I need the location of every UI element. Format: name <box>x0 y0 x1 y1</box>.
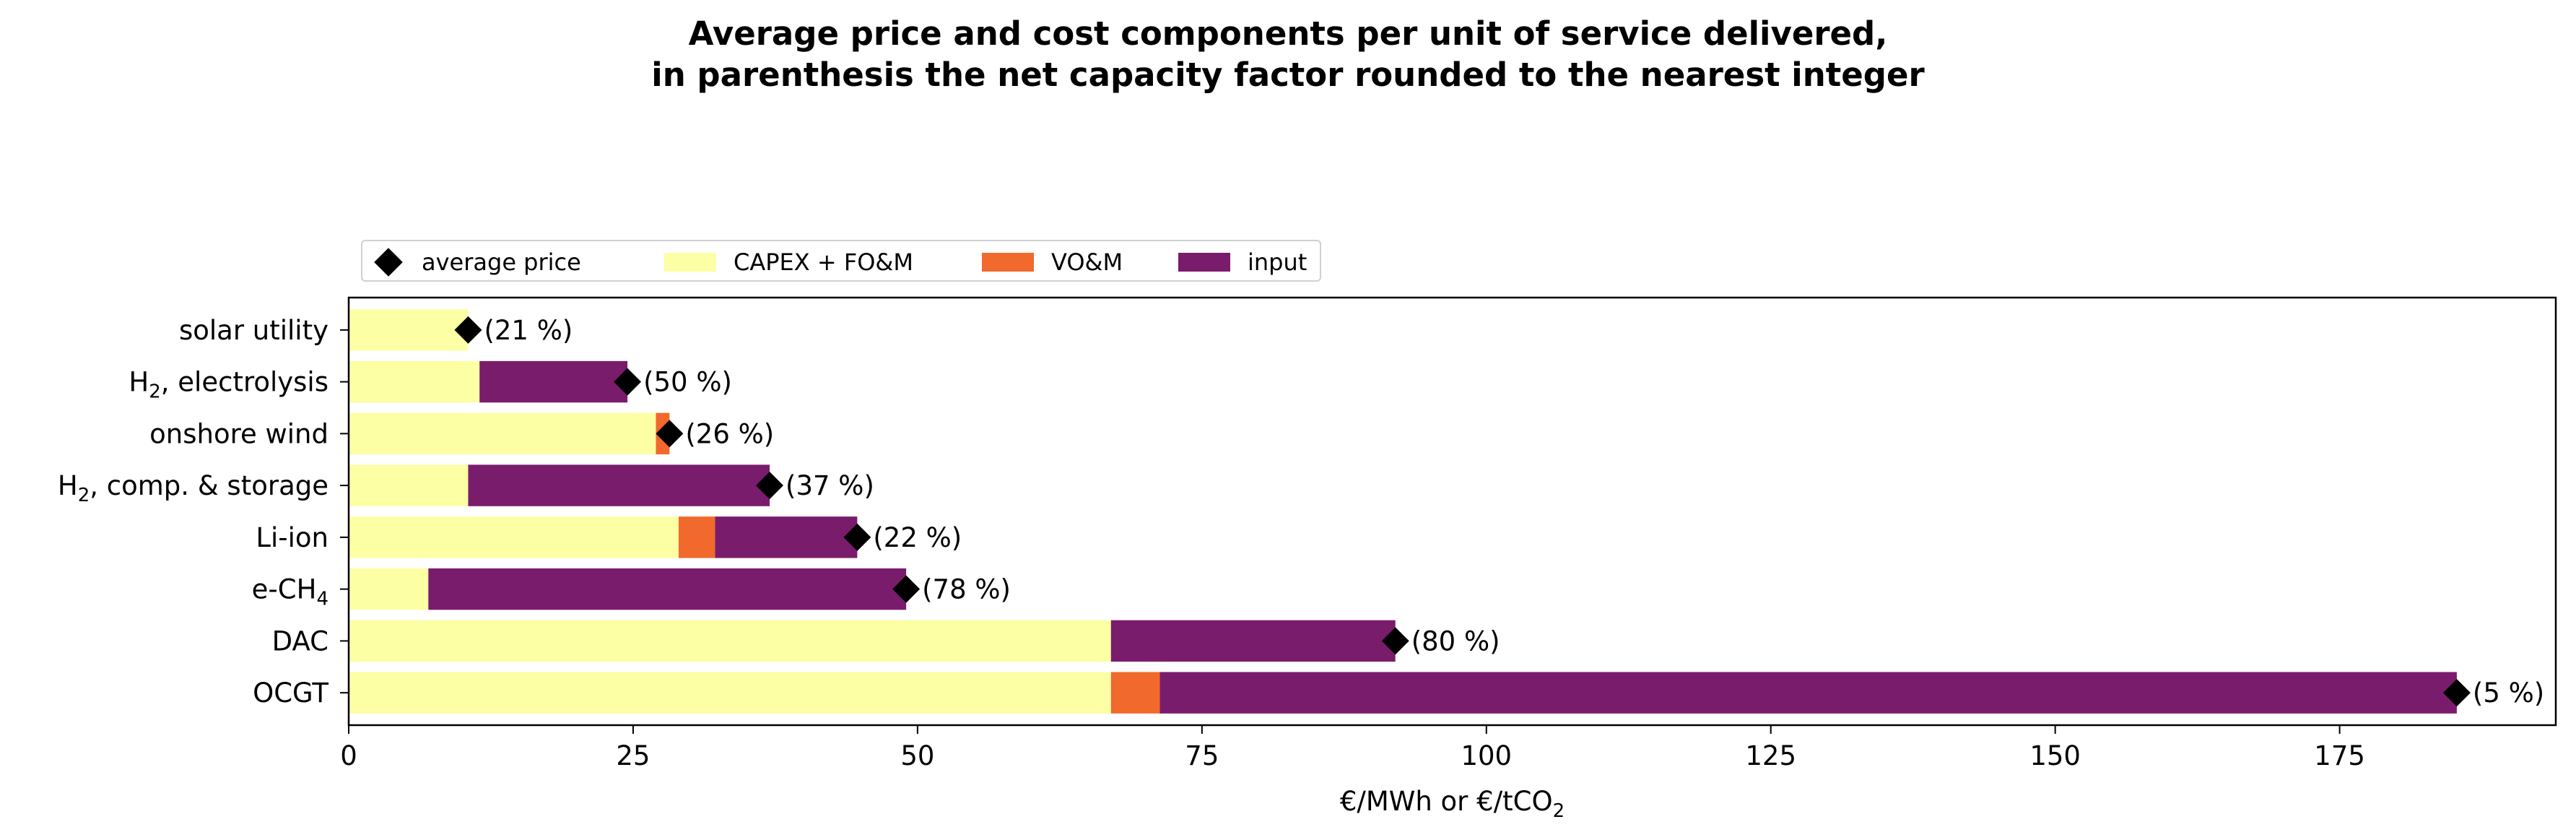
x-tick-label-4: 100 <box>1461 740 1512 771</box>
x-tick-label-2: 50 <box>900 740 934 771</box>
x-tick-label-5: 125 <box>1745 740 1796 771</box>
capacity-factor-label-6: (80 %) <box>1411 625 1500 657</box>
capacity-factor-label-1: (50 %) <box>643 367 732 398</box>
capacity-factor-label-3: (37 %) <box>786 470 874 501</box>
bar-input-1 <box>479 360 628 403</box>
y-tick-label-3: H2, comp. & storage <box>58 470 328 506</box>
y-tick-label-7: OCGT <box>253 677 328 709</box>
legend-item-capex: CAPEX + FO&M <box>664 241 913 283</box>
legend-label-vom: VO&M <box>1051 248 1123 276</box>
bar-capex-fo-m-2 <box>349 412 656 455</box>
legend-swatch-vom <box>982 253 1034 272</box>
legend-swatch-input <box>1178 253 1230 272</box>
bar-vo-m-4 <box>678 516 715 558</box>
capacity-factor-label-7: (5 %) <box>2473 677 2544 709</box>
legend-label-capex: CAPEX + FO&M <box>734 248 913 276</box>
capacity-factor-label-5: (78 %) <box>922 574 1011 605</box>
x-axis-label: €/MWh or €/tCO2 <box>1340 786 1565 822</box>
capacity-factor-label-4: (22 %) <box>873 522 962 553</box>
x-tick-label-0: 0 <box>340 740 357 771</box>
bar-input-4 <box>715 516 858 558</box>
y-tick-label-6: DAC <box>272 625 328 657</box>
average-price-marker-0 <box>454 316 482 344</box>
x-tick-label-6: 150 <box>2029 740 2081 771</box>
average-price-marker-3 <box>756 472 784 500</box>
average-price-marker-2 <box>656 420 684 448</box>
bar-input-3 <box>468 464 770 506</box>
bar-vo-m-7 <box>1110 672 1160 714</box>
bar-capex-fo-m-4 <box>349 516 679 558</box>
average-price-marker-5 <box>892 575 921 603</box>
legend-item-vom: VO&M <box>982 241 1123 283</box>
plot-frame <box>347 296 2557 727</box>
x-tick-label-3: 75 <box>1185 740 1219 771</box>
legend: average price CAPEX + FO&M VO&M input <box>361 240 1321 282</box>
bar-input-7 <box>1159 672 2457 714</box>
x-tick-label-7: 175 <box>2314 740 2365 771</box>
y-tick-label-2: onshore wind <box>149 418 328 449</box>
bar-capex-fo-m-0 <box>349 309 469 351</box>
legend-item-input: input <box>1178 241 1307 283</box>
y-tick-label-5: e-CH4 <box>252 574 328 610</box>
average-price-marker-4 <box>843 523 871 551</box>
x-tick-label-1: 25 <box>616 740 650 771</box>
average-price-marker-7 <box>2442 679 2471 707</box>
average-price-marker-1 <box>614 368 642 396</box>
legend-label-average-price: average price <box>422 248 581 276</box>
legend-label-input: input <box>1248 248 1307 276</box>
bar-input-5 <box>428 568 907 610</box>
chart-title-line-2: in parenthesis the net capacity factor r… <box>651 56 1925 94</box>
capacity-factor-label-0: (21 %) <box>484 315 573 346</box>
y-tick-label-4: Li-ion <box>256 522 328 553</box>
average-price-marker-6 <box>1381 627 1409 655</box>
bar-capex-fo-m-1 <box>349 360 480 403</box>
legend-swatch-capex <box>664 253 716 272</box>
chart-title-line-1: Average price and cost components per un… <box>688 14 1888 53</box>
y-tick-label-0: solar utility <box>179 315 328 346</box>
bar-capex-fo-m-6 <box>349 620 1111 662</box>
bar-capex-fo-m-7 <box>349 672 1111 714</box>
chart-title: Average price and cost components per un… <box>0 13 2576 95</box>
bar-capex-fo-m-3 <box>349 464 469 506</box>
y-tick-label-1: H2, electrolysis <box>129 367 328 403</box>
legend-item-average-price: average price <box>362 241 581 283</box>
bar-capex-fo-m-5 <box>349 568 429 610</box>
capacity-factor-label-2: (26 %) <box>685 418 774 449</box>
bar-input-6 <box>1110 620 1396 662</box>
